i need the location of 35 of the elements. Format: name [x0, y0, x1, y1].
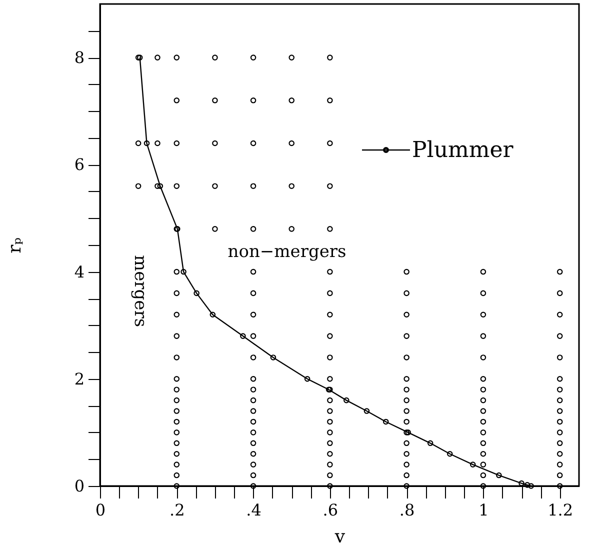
y-tick-label: 8	[74, 48, 84, 68]
x-axis-title: v	[334, 526, 346, 548]
y-tick-label: 6	[74, 155, 84, 174]
y-tick-label: 4	[74, 262, 84, 282]
y-tick-label: 2	[74, 369, 84, 388]
x-tick-label: .2	[170, 500, 185, 520]
point	[174, 226, 180, 232]
point	[470, 462, 476, 468]
y-axis-title: rₚ	[4, 238, 26, 254]
annotation: mergers	[130, 254, 150, 328]
legend-label: Plummer	[412, 138, 514, 163]
point	[180, 268, 186, 275]
point	[405, 430, 411, 436]
point	[157, 183, 164, 189]
point	[240, 333, 246, 339]
x-tick-label: 1	[478, 500, 489, 520]
point	[304, 376, 310, 382]
x-tick-label: .6	[322, 500, 338, 520]
x-tick-label: 1.2	[548, 500, 574, 520]
annotation: non−mergers	[228, 242, 346, 262]
point	[344, 397, 350, 404]
y-tick-label: 0	[74, 476, 84, 496]
point	[446, 450, 453, 457]
point	[194, 290, 200, 296]
x-tick-label: 0	[95, 500, 106, 520]
point	[427, 440, 434, 446]
point	[326, 386, 332, 392]
point	[496, 472, 502, 478]
x-tick-label: .4	[246, 500, 262, 520]
point	[382, 418, 389, 425]
x-tick-label: .8	[399, 500, 415, 520]
point	[144, 140, 150, 146]
point	[364, 408, 370, 414]
point	[270, 354, 276, 360]
point	[210, 312, 216, 318]
